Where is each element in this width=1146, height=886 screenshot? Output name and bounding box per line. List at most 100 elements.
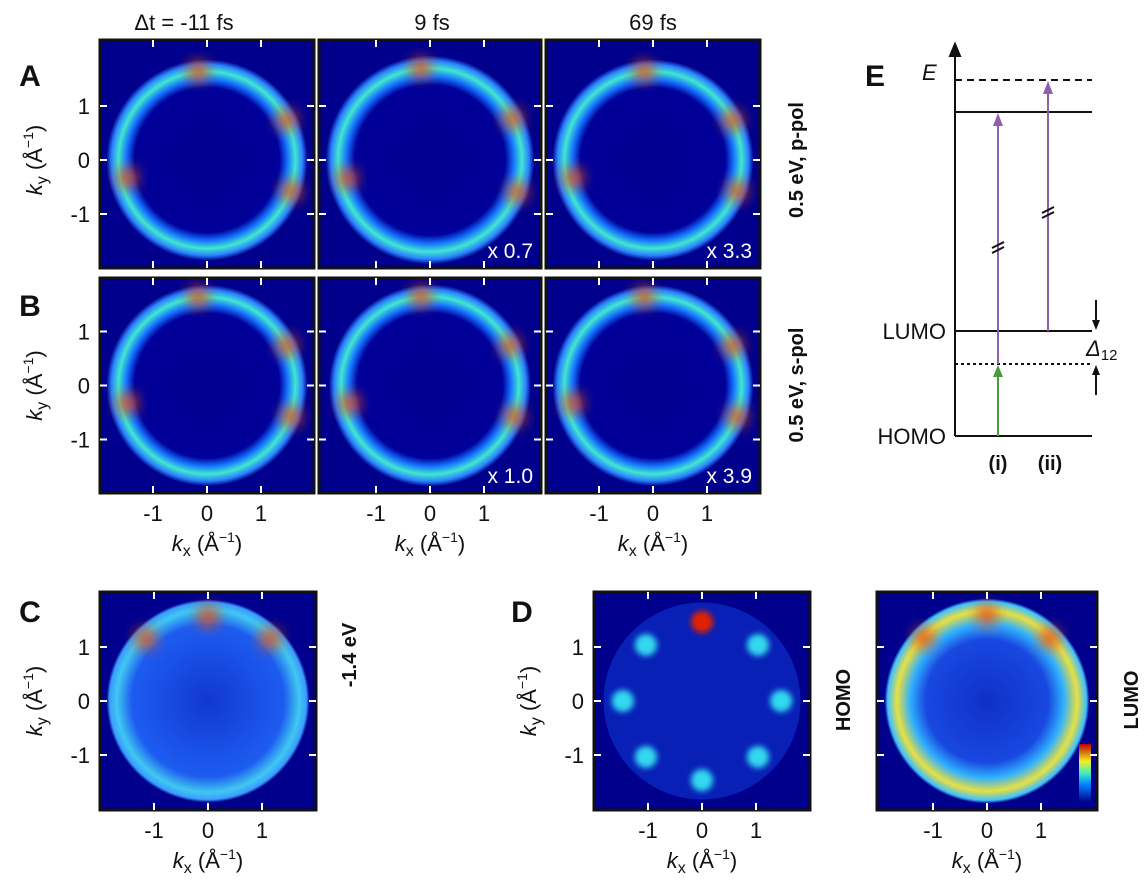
hot-spot [188,287,208,307]
axis-label: kx (Å−1) [667,846,737,877]
heatmap-panel [546,40,760,268]
hot-spot [411,58,431,78]
scale-factor: x 3.9 [706,465,752,488]
hot-spot [504,407,524,427]
hot-spot [337,168,357,188]
axis-unit: (Å [971,848,999,873]
energy-label: E [922,60,937,85]
lobe [747,746,769,768]
x-tick-label: 0 [647,501,659,526]
axis-exponent: −1 [219,529,235,545]
axis-close: ) [22,125,47,132]
y-tick-label: 0 [78,374,90,399]
x-tick-label: 1 [256,818,268,843]
level-label: LUMO [882,319,946,344]
hot-spot [1040,628,1060,648]
heatmap-panel [877,592,1097,810]
axis-subscript: x [406,543,414,560]
axis-exponent: −1 [20,132,36,148]
y-tick-label: 0 [572,689,584,714]
x-tick-label: -1 [144,818,164,843]
hot-spot [281,181,301,201]
x-tick-label: 0 [981,818,993,843]
heatmap [106,59,307,260]
lobe [635,634,657,656]
panel-letter: E [865,60,885,93]
axis-unit: (Å [414,531,442,556]
hot-spot [500,335,520,355]
lobe [770,690,792,712]
energy-diagram [950,44,1100,436]
axis-subscript: x [963,860,971,877]
axis-exponent: −1 [999,846,1015,862]
heatmap [552,285,753,486]
hot-spot [277,110,297,130]
lobe [612,690,634,712]
axis-label: ky (Å−1) [514,666,545,736]
lobe [747,634,769,656]
heatmap [326,56,535,265]
x-tick-label: -1 [923,818,943,843]
hot-spot [135,628,155,648]
scale-factor: x 0.7 [487,240,533,263]
row-label: LUMO [1121,671,1143,730]
axis-label: kx (Å−1) [952,846,1022,877]
axis-subscript: y [34,717,51,725]
row-label: 0.5 eV, s-pol [786,328,808,443]
x-tick-label: 0 [696,818,708,843]
axis-exponent: −1 [20,673,36,689]
heatmap-panel [100,278,314,493]
axis-label: ky (Å−1) [20,125,51,195]
page: E LUMO HOMO Δ12 (i) (ii) -101ky (Å−1)x 0… [0,0,1146,886]
hot-spot [503,109,523,129]
hot-spot [634,287,654,307]
hot-spot [507,182,527,202]
axis-close: ) [681,531,688,556]
axis-exponent: −1 [514,673,530,689]
x-tick-label: 1 [750,818,762,843]
axis-exponent: −1 [665,529,681,545]
x-tick-label: 0 [201,501,213,526]
axis-subscript: x [678,860,686,877]
heatmap-panel [594,592,810,810]
axis-subscript: y [528,717,545,725]
heatmap [885,599,1090,804]
y-tick-label: 0 [78,148,90,173]
axis-close: ) [22,666,47,673]
axis-label: ky (Å−1) [20,666,51,736]
gap-label: Δ12 [1085,336,1117,364]
y-tick-label: -1 [564,743,584,768]
column-header: Δt = -11 fs [134,10,233,35]
axis-unit: (Å [22,148,47,176]
panel-letter: A [19,60,41,93]
axis-label: kx (Å−1) [173,846,243,877]
y-tick-label: 1 [78,320,90,345]
row-label: 0.5 eV, p-pol [786,102,808,218]
x-tick-label: 1 [255,501,267,526]
axis-unit: (Å [686,848,714,873]
column-header: 69 fs [629,10,677,35]
axis-exponent: −1 [714,846,730,862]
panel-letter: D [511,596,533,629]
hot-spot [198,606,218,626]
axis-label: ky (Å−1) [20,350,51,420]
hot-spot [723,336,743,356]
scale-factor: x 3.3 [706,240,752,263]
axis-label: kx (Å−1) [395,529,465,560]
axis-subscript: y [34,402,51,410]
x-tick-label: -1 [143,501,163,526]
y-tick-label: -1 [70,202,90,227]
figure: E LUMO HOMO Δ12 (i) (ii) -101ky (Å−1)x 0… [0,0,1146,886]
axis-unit: (Å [516,689,541,717]
axis-close: ) [730,848,737,873]
transition-label: (ii) [1038,453,1062,475]
hot-spot [340,393,360,413]
axis-close: ) [1015,848,1022,873]
y-tick-label: 1 [78,94,90,119]
axis-unit: (Å [22,373,47,401]
axis-exponent: −1 [220,846,236,862]
axis-unit: (Å [191,531,219,556]
heatmap [106,285,307,486]
hot-spot [914,628,934,648]
y-tick-label: -1 [70,428,90,453]
